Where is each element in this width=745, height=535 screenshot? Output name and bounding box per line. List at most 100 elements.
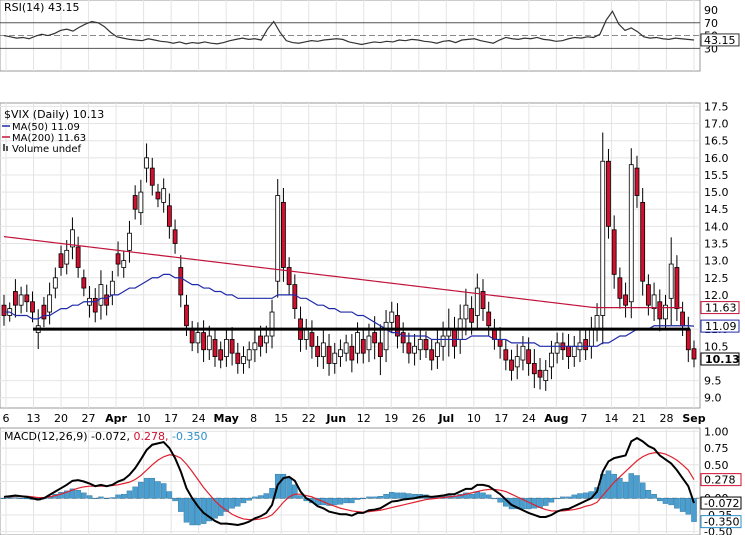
macd-hist-bar [223,498,230,512]
macd-title-hist: -0.350 [168,430,207,443]
candle [434,342,440,357]
ma200-last-label-box [700,301,740,315]
x-tick-label: 20 [54,412,68,425]
price-ytick: 15.5 [704,169,729,182]
ma200-last-label: 11.63 [705,302,737,315]
candle [195,332,201,344]
macd-hist-bar [360,498,367,500]
candle [634,167,640,196]
macd-hist-bar [662,498,669,504]
macd-panel: MACD(12,26,9) -0.072, 0.278, -0.350 1.00… [0,425,742,535]
x-tick-label: 7 [580,412,587,425]
macd-last-box [700,496,742,510]
candle [372,332,378,344]
x-tick-label: 21 [632,412,646,425]
rsi-title: RSI(14) 43.15 [4,1,79,14]
x-tick-label: 10 [467,412,481,425]
candle [138,191,144,214]
macd-hist-bar [149,477,156,499]
candle [64,249,70,265]
candle [474,287,480,316]
macd-title: MACD(12,26,9) -0.072, 0.278, -0.350 [4,430,207,443]
rsi-line [3,10,695,46]
macd-hist-bar [337,498,344,505]
x-tick-label: 14 [604,412,618,425]
candle [172,229,178,244]
macd-hist-bar [371,496,378,499]
macd-hist-bar [24,498,30,500]
macd-hist-bar [366,496,372,499]
candle [75,246,81,268]
candle [640,201,646,282]
macd-hist-last: -0.350 [704,516,739,529]
candle [98,284,104,306]
macd-ytick: 1.00 [704,425,729,438]
candle [166,205,172,227]
candle [229,339,235,354]
candle [338,349,343,357]
macd-hist-bar [109,497,116,499]
x-tick-label: May [214,412,239,425]
macd-hist-bar [485,494,492,499]
candle [104,294,110,306]
candle [497,339,503,347]
candle [212,339,218,357]
candle [343,342,349,354]
candle [486,311,492,327]
price-ytick: 9.0 [704,392,722,405]
price-ytick: 15.0 [704,186,729,199]
candle [355,332,360,354]
macd-hist-bar [628,473,635,499]
rsi-last-label: 43.15 [704,34,736,47]
macd-hist-bar [531,498,538,509]
macd-title-macd: MACD(12,26,9) -0.072, [4,430,130,443]
macd-hist-bar [651,494,657,499]
candle [383,321,389,351]
candle [514,356,520,368]
candle [395,315,400,337]
candle [109,280,115,296]
macd-hist-bar [252,496,258,499]
macd-hist-bar [75,489,81,499]
x-tick-label: 15 [274,412,288,425]
candle [201,332,206,351]
price-ytick: 14.5 [704,203,729,216]
macd-hist-bar [691,498,697,522]
candle [326,345,332,364]
candle [617,277,623,299]
legend-entry: MA(200) 11.63 [12,133,86,144]
macd-hist-bar [314,498,321,506]
candle [366,335,372,351]
macd-hist-bar [286,477,292,499]
macd-hist-bar [263,493,270,499]
candle [303,328,309,340]
macd-hist-bar [542,498,549,506]
ma200-line [3,236,683,309]
candle [275,195,281,282]
candle [223,339,229,357]
x-tick-label: 24 [192,412,206,425]
macd-line [3,436,695,526]
macd-hist-bar [668,498,674,506]
macd-hist-bar [1,498,7,499]
macd-hist-bar [497,498,503,503]
candle [566,345,571,357]
macd-hist-bar [657,498,663,502]
macd-hist-bar [480,492,486,499]
candle [360,339,366,354]
macd-signal-last: 0.278 [704,474,736,487]
candle [47,294,53,313]
macd-hist-bar [121,494,127,499]
x-tick-label: 13 [27,412,41,425]
macd-ytick: 0.75 [704,442,729,455]
price-ytick: 12.0 [704,289,729,302]
rsi-frame [0,0,701,72]
candle [623,294,628,306]
x-axis: 6 13 20 27 Apr 10 17 24 May 8 15 22 Jun 12 19 26 Jul 10 17… [3,412,706,425]
x-tick-label: 17 [494,412,508,425]
macd-hist-bar [571,494,577,499]
candle [594,315,600,330]
macd-hist-bar [331,498,338,506]
candle [30,301,35,313]
